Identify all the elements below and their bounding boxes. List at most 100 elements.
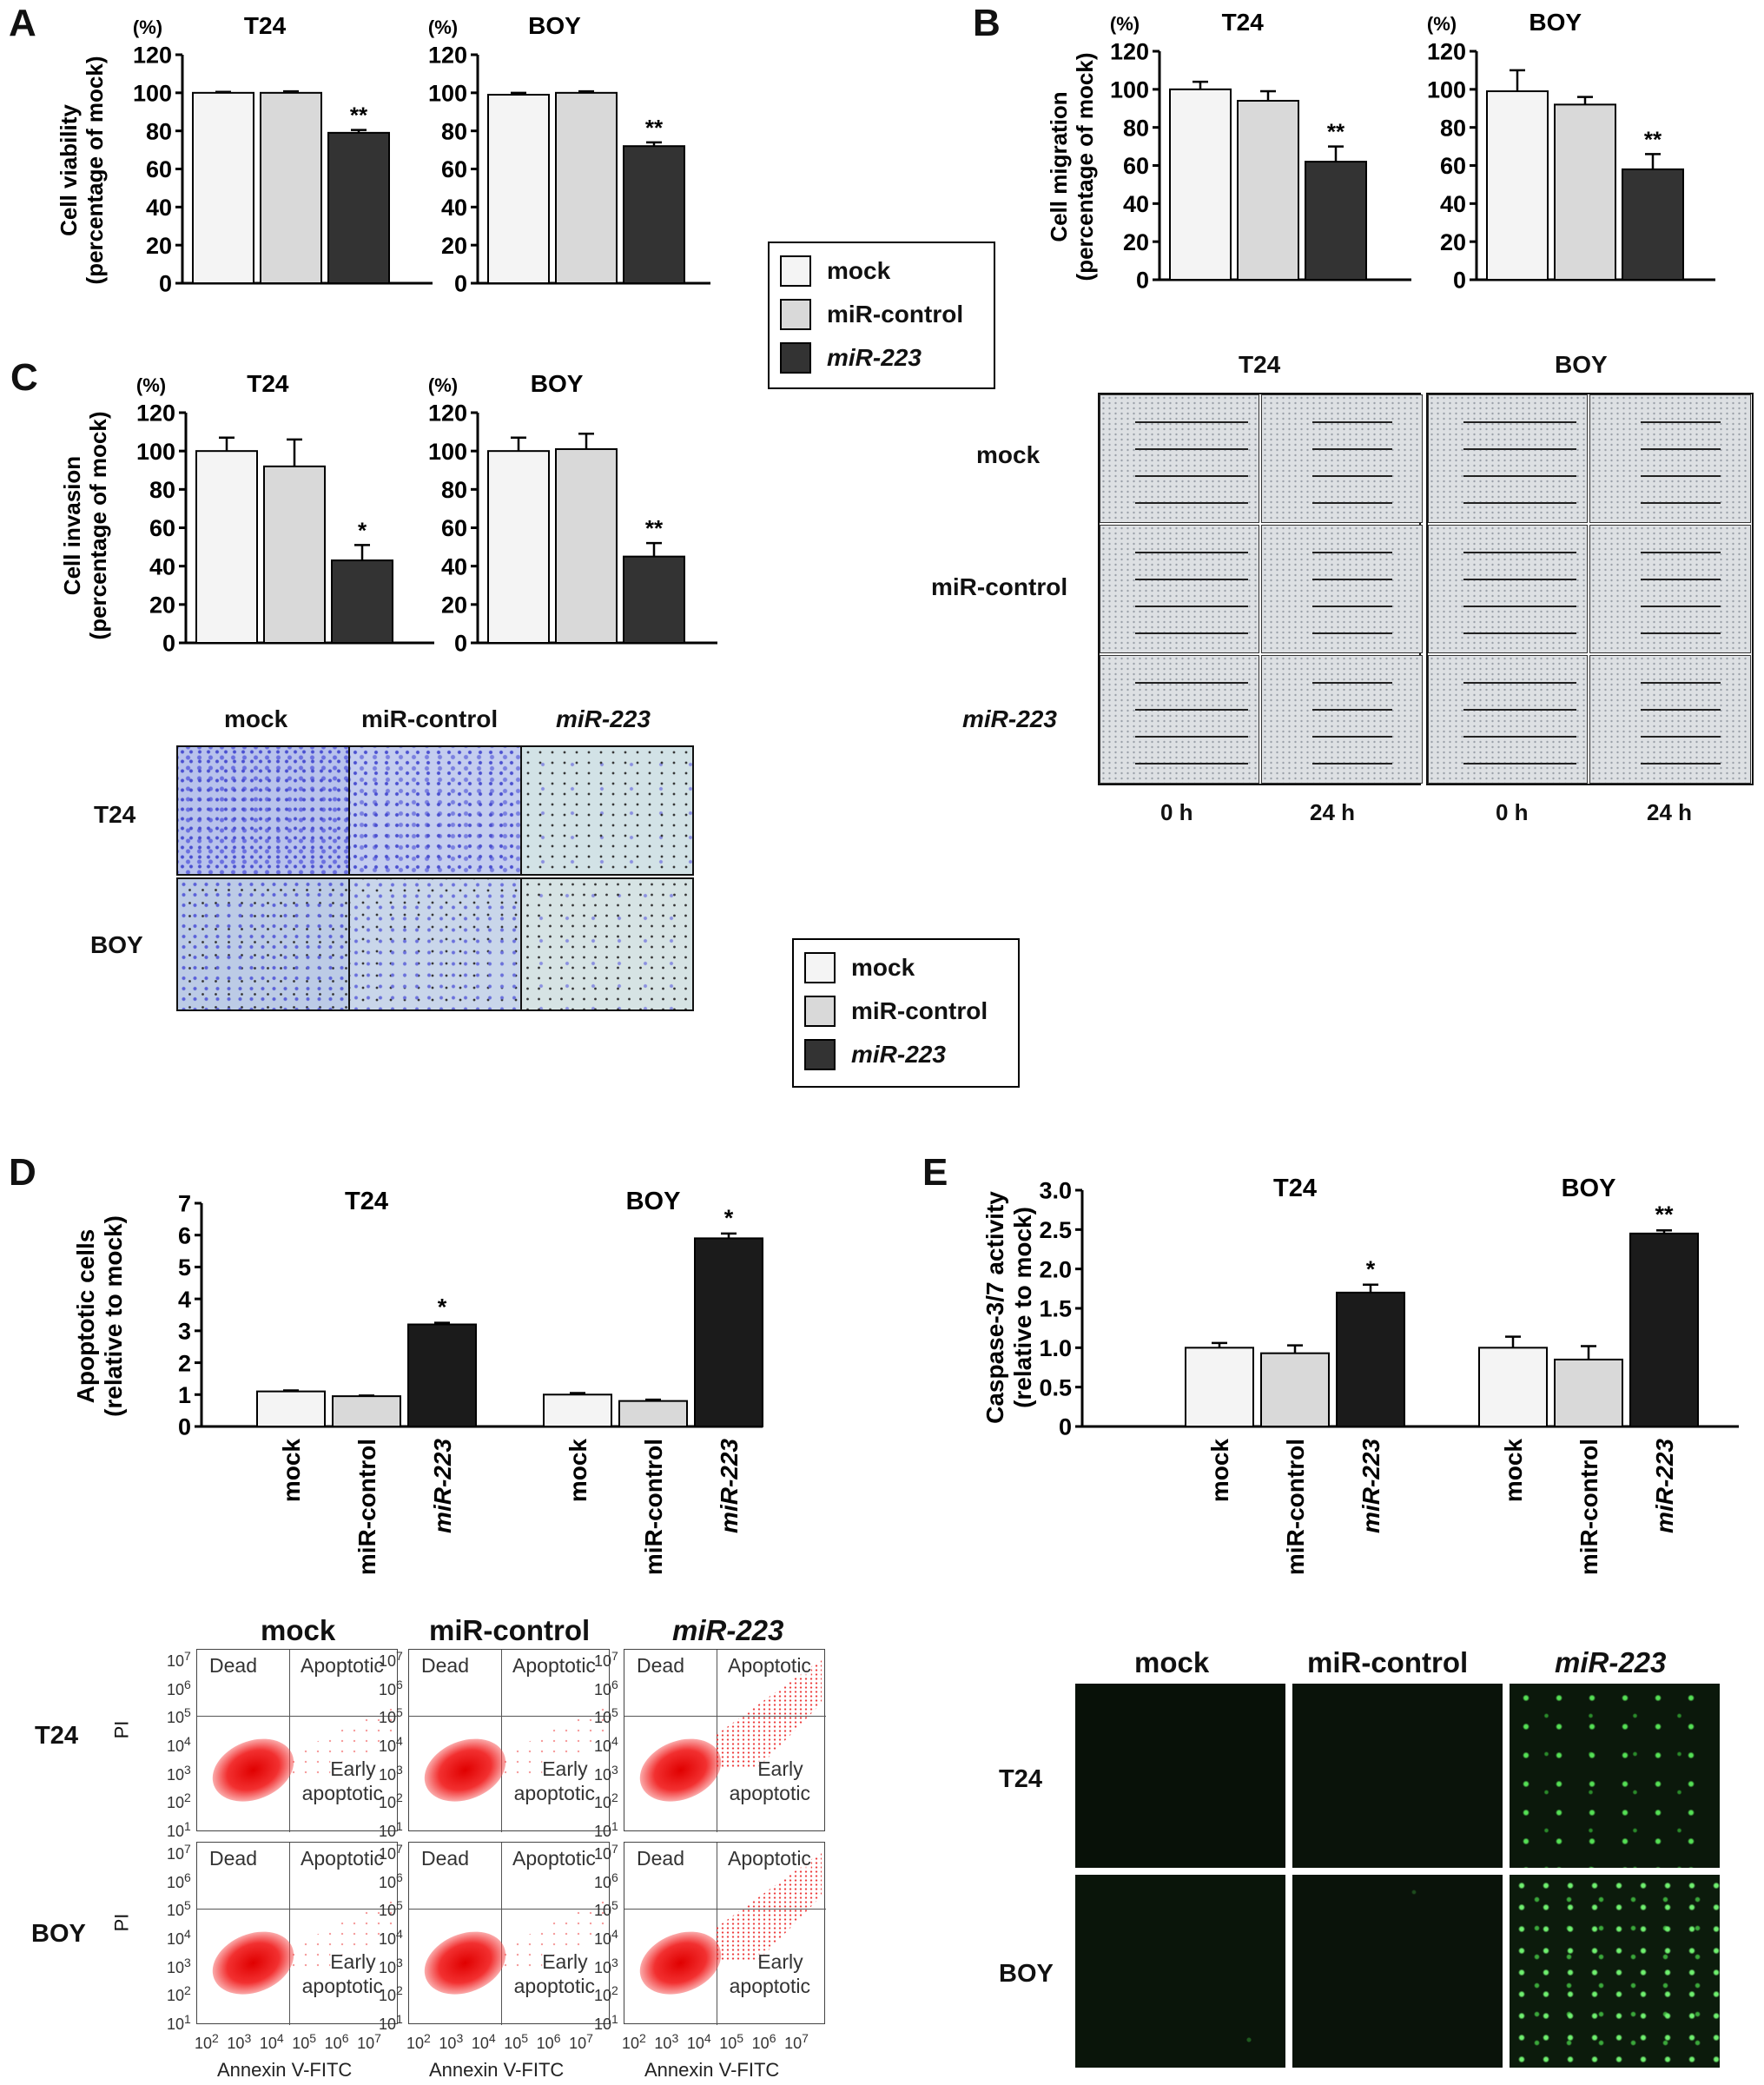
B-T24-ytick-label-1: 20 [1123,229,1149,255]
wound-line [1641,763,1721,764]
A-BOY-ytick-label-2: 40 [441,195,467,221]
invasion-col-mir: miR-223 [556,705,651,732]
flow-label-early-apoptotic: apoptotic [729,1781,810,1805]
flow-ytick: 107 [167,1842,191,1863]
caspase-row-boy: BOY [999,1960,1054,1988]
D-sig-0-2: * [438,1294,447,1320]
flow-label-early: Early [757,1757,803,1781]
flow-ytick: 107 [167,1649,191,1670]
D-ytick-label-1: 1 [178,1382,191,1408]
flow-ytick: 104 [594,1927,618,1948]
flow-ytick: 104 [167,1927,191,1948]
flow-label-dead: Dead [637,1847,684,1870]
wound-image-T24-mock-0h [1100,394,1259,523]
flow-ytick: 106 [167,1870,191,1891]
flow-xlabel: Annexin V-FITC [644,2059,780,2081]
C-BOY-sig-2: ** [645,515,664,541]
D-sig-1-2: * [724,1205,734,1231]
A-T24-ytick-label-0: 0 [159,271,172,297]
flow-gate-vertical [500,1843,502,2025]
E-ytick-label-0: 0 [1059,1414,1072,1440]
wound-time-2: 24 h [1310,799,1356,825]
C-BOY-unit: (%) [428,374,458,396]
flow-ytick: 104 [379,1734,403,1755]
flow-row-t24: T24 [35,1722,78,1750]
B-BOY-ytick-label-3: 60 [1440,153,1466,179]
flow-ytick: 105 [379,1705,403,1727]
wound-line [1135,579,1248,580]
wound-line [1641,709,1721,711]
D-group-label-1: BOY [626,1188,681,1215]
A-BOY-title: BOY [528,12,581,39]
caspase-image-boy-mir [1510,1875,1720,2068]
flow-gate-horizontal [624,1908,826,1910]
invasion-col-mock: mock [224,705,288,732]
flow-xtick: 105 [504,2031,529,2052]
caspase-image-boy-mock [1075,1875,1285,2068]
flow-ytick: 102 [379,1983,403,2005]
B-BOY-ytick-label-1: 20 [1440,229,1466,255]
wound-block-boy [1426,393,1754,785]
flow-ylabel: PI [110,1720,133,1739]
B-BOY-bar-0 [1486,90,1549,281]
legend-label-control: miR-control [827,301,964,328]
A-T24-ytick-label-2: 40 [146,195,172,221]
flow-plot-BOY-miR-223: Dead Apoptotic Early apoptotic [624,1842,826,2025]
flow-ytick: 101 [594,1819,618,1840]
A-T24-ytick-label-4: 80 [146,118,172,144]
A-T24-ylabel-2: (percentage of mock) [82,56,108,285]
flow-col-control: miR-control [429,1614,591,1646]
flow-gate-horizontal [409,1908,611,1910]
invasion-row-boy: BOY [90,931,143,958]
flow-label-apoptotic: Apoptotic [301,1847,384,1870]
flow-label-early: Early [542,1757,588,1781]
legend-middle: mock miR-control miR-223 [792,938,1020,1088]
E-ylabel-2: (relative to mock) [1009,1207,1036,1408]
caspase-col-mock: mock [1134,1646,1210,1678]
wound-image-BOY-miR-control-24h [1589,525,1751,653]
wound-line [1312,502,1392,504]
C-T24-title: T24 [247,370,289,397]
wound-line [1641,448,1721,450]
wound-line [1312,606,1392,607]
legend-top: mock miR-control miR-223 [768,242,995,389]
E-ytick-label-6: 3.0 [1039,1178,1072,1204]
wound-time-1: 0 h [1160,799,1193,825]
C-T24-ytick-label-3: 60 [149,515,175,541]
B-BOY-unit: (%) [1427,13,1457,35]
wound-line [1641,421,1721,423]
E-bar-1-0 [1478,1347,1548,1428]
flow-ytick: 101 [379,2012,403,2033]
C-BOY-bar-2 [623,555,685,644]
E-xlabel-1-2: miR-223 [1651,1439,1678,1533]
C-T24-ytick-label-2: 40 [149,553,175,579]
wound-line [1641,632,1721,634]
wound-line [1463,682,1576,684]
A-BOY-ytick-label-6: 120 [428,43,467,69]
D-xlabel-0-2: miR-223 [429,1439,456,1533]
E-xlabel-0-2: miR-223 [1358,1439,1384,1533]
flow-label-early: Early [757,1949,803,1974]
invasion-image-boy-mir [520,877,694,1011]
wound-line [1312,682,1392,684]
A-T24-ytick-label-5: 100 [133,81,172,107]
E-xlabel-0-0: mock [1206,1439,1233,1503]
A-T24-title: T24 [244,12,287,39]
B-BOY-ytick-label-4: 80 [1440,115,1466,141]
D-ytick-label-7: 7 [178,1191,191,1217]
C-T24-ytick-label-6: 120 [136,400,175,427]
wound-line [1135,552,1248,553]
wound-line [1463,552,1576,553]
B-BOY-ytick-label-0: 0 [1453,268,1466,294]
flow-ytick: 102 [167,1983,191,2005]
wound-line [1135,448,1248,450]
wound-line [1135,421,1248,423]
wound-line [1641,606,1721,607]
D-bar-0-0 [256,1390,326,1427]
B-BOY-sig-2: ** [1644,126,1662,152]
flow-ytick: 106 [594,1870,618,1891]
C-T24-ytick-label-5: 100 [136,439,175,465]
D-xlabel-0-0: mock [278,1439,305,1503]
E-group-label-0: T24 [1273,1175,1317,1202]
flow-plot-T24-miR-control: Dead Apoptotic Early apoptotic [408,1649,611,1832]
